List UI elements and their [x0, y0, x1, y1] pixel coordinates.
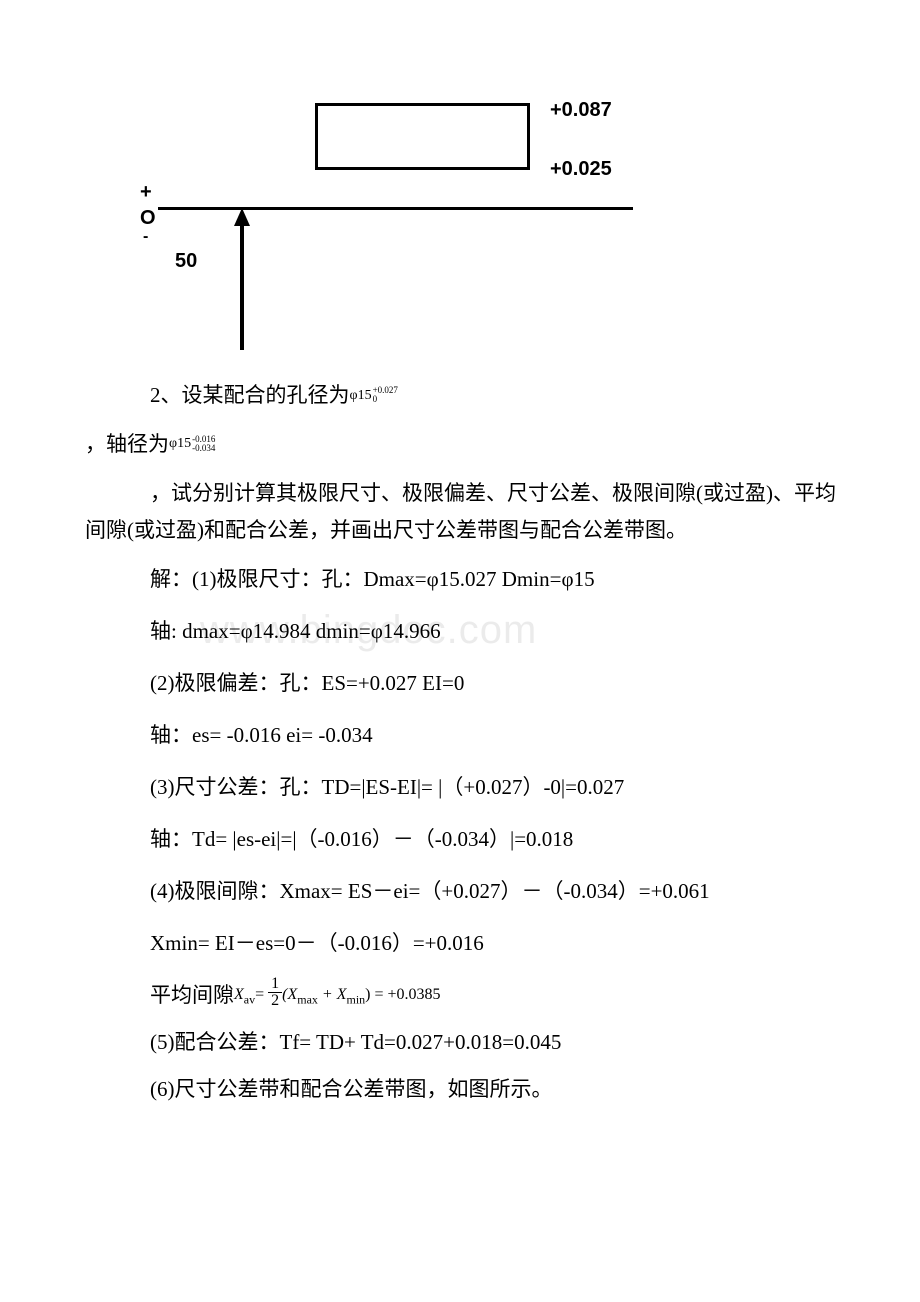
frac-den: 2: [268, 993, 282, 1009]
hole-dimension: φ15+0.0270: [350, 382, 398, 409]
question-2-body: ，试分别计算其极限尺寸、极限偏差、尺寸公差、极限间隙(或过盈)、平均间隙(或过盈…: [85, 475, 845, 549]
solution-line-1: 解：(1)极限尺寸：孔：Dmax=φ15.027 Dmin=φ15: [85, 559, 845, 600]
solution-line-6: 轴：Td= |es-ei|=|（-0.016）－（-0.034）|=0.018: [85, 819, 845, 860]
basic-size-label: 50: [175, 250, 197, 273]
avg-gap-formula: Xav= 12(Xmax + Xmin) = +0.0385: [234, 979, 441, 1012]
document-content: 2、设某配合的孔径为φ15+0.0270 ，轴径为φ15-0.016-0.034…: [85, 375, 845, 1113]
shaft-dimension: φ15-0.016-0.034: [169, 430, 215, 457]
arrow-head-icon: [234, 208, 250, 226]
formula-max-sub: max: [297, 992, 318, 1006]
solution-line-8: Xmin= EI－es=0－（-0.016）=+0.016: [85, 923, 845, 964]
formula-x: X: [234, 986, 244, 1003]
formula-xmax-open: (X: [282, 986, 297, 1003]
tolerance-zone-box: [315, 103, 530, 170]
minus-sign: -: [143, 228, 148, 246]
q2-prefix: 2、设某配合的孔径为: [150, 383, 350, 407]
shaft-phi: φ15: [169, 436, 191, 451]
solution-line-5: (3)尺寸公差：孔：TD=|ES-EI|= |（+0.027）-0|=0.027: [85, 767, 845, 808]
lower-deviation-label: +0.025: [550, 158, 612, 181]
formula-min-sub: min: [347, 992, 366, 1006]
plus-sign: +: [140, 181, 152, 204]
solution-line-3: (2)极限偏差：孔：ES=+0.027 EI=0: [85, 663, 845, 704]
upper-deviation-label: +0.087: [550, 99, 612, 122]
formula-result: ) = +0.0385: [365, 986, 440, 1003]
hole-lower-dev: 0: [373, 395, 398, 404]
zero-label: O: [140, 207, 156, 230]
q2-body-text: ，试分别计算其极限尺寸、极限偏差、尺寸公差、极限间隙(或过盈)、平均间隙(或过盈…: [85, 481, 836, 542]
solution-line-2: 轴: dmax=φ14.984 dmin=φ14.966: [85, 611, 845, 652]
q2-shaft-prefix: ，轴径为: [85, 432, 169, 456]
shaft-lower-dev: -0.034: [192, 444, 215, 453]
formula-av-sub: av: [244, 992, 255, 1006]
avg-gap-prefix: 平均间隙: [150, 983, 234, 1007]
question-2-line-1: 2、设某配合的孔径为φ15+0.0270: [85, 375, 845, 416]
frac-num: 1: [268, 976, 282, 993]
solution-line-10: (5)配合公差：Tf= TD+ Td=0.027+0.018=0.045: [85, 1022, 845, 1063]
zero-line: [158, 207, 633, 210]
arrow-line: [240, 225, 244, 350]
formula-plus-x: + X: [318, 986, 347, 1003]
solution-line-4: 轴：es= -0.016 ei= -0.034: [85, 715, 845, 756]
hole-phi: φ15: [350, 388, 372, 403]
formula-eq: =: [255, 986, 264, 1003]
solution-line-9: 平均间隙 Xav= 12(Xmax + Xmin) = +0.0385: [85, 975, 845, 1016]
formula-fraction: 12: [268, 976, 282, 1009]
question-2-line-2: ，轴径为φ15-0.016-0.034: [85, 424, 845, 465]
solution-line-11: (6)尺寸公差带和配合公差带图，如图所示。: [85, 1069, 845, 1110]
solution-line-7: (4)极限间隙：Xmax= ES－ei=（+0.027）－（-0.034）=+0…: [85, 871, 845, 912]
tolerance-diagram: +0.087 +0.025 + O - 50: [140, 85, 660, 355]
